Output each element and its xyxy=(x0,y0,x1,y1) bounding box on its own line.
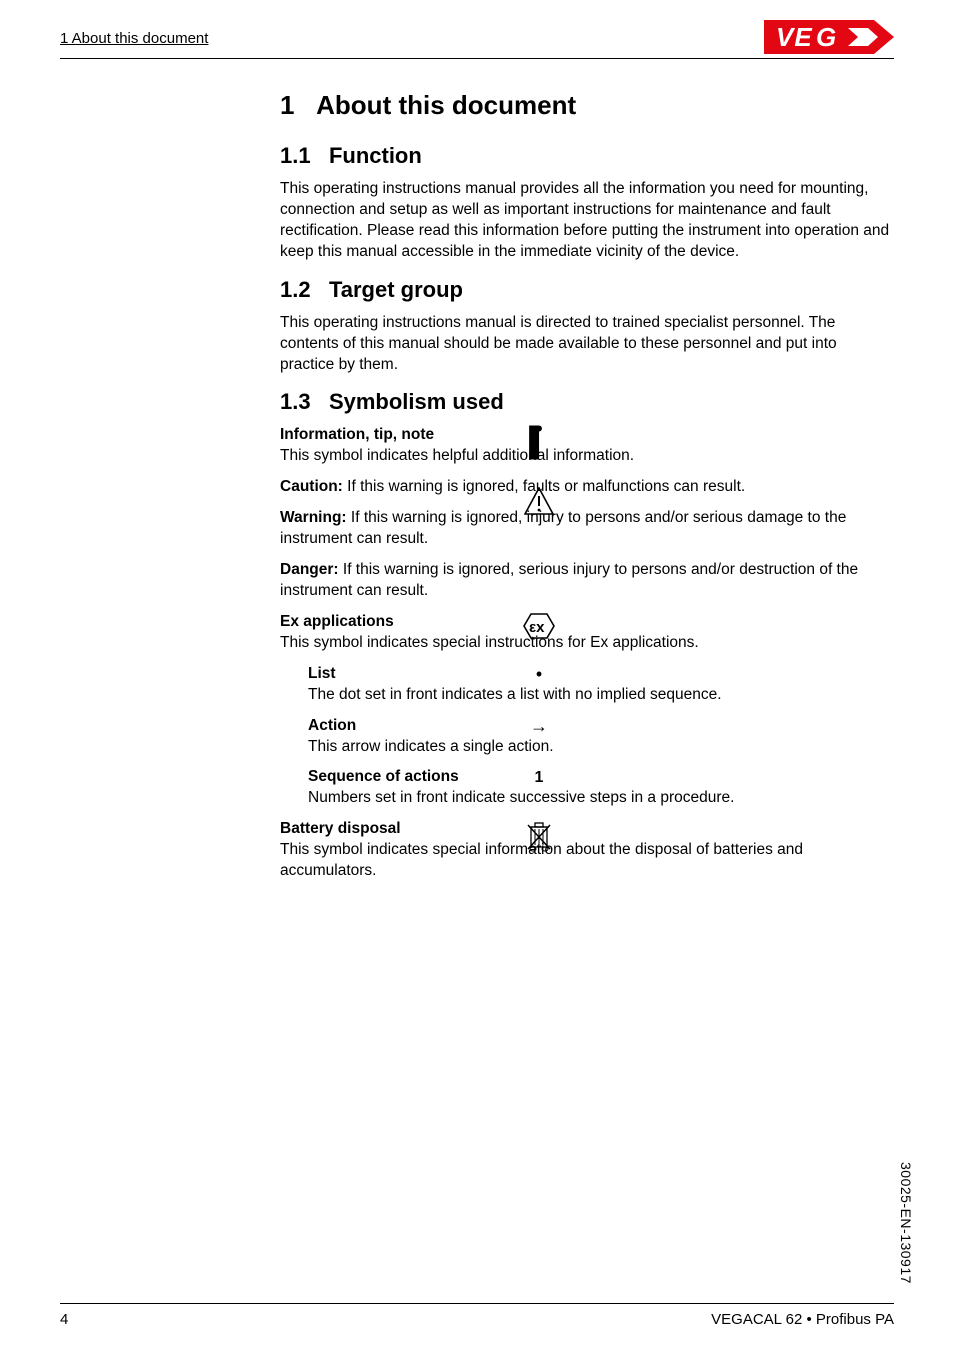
action-title: Action xyxy=(308,717,356,734)
sequence-text: Sequence of actions Numbers set in front… xyxy=(280,767,894,809)
header-breadcrumb: 1 About this document xyxy=(60,30,208,47)
list-body: The dot set in front indicates a list wi… xyxy=(308,686,722,703)
crossed-bin-icon xyxy=(522,819,556,858)
seq-body: Numbers set in front indicate successive… xyxy=(308,789,734,806)
vega-logo: VE G xyxy=(764,20,894,59)
action-body: This arrow indicates a single action. xyxy=(308,738,554,755)
danger-label: Danger: xyxy=(280,561,339,578)
arrow-icon: → xyxy=(522,716,556,737)
section-num: 1.3 xyxy=(280,389,311,414)
ex-block: εx Ex applications This symbol indicates… xyxy=(280,612,894,654)
chapter-title: 1 About this document xyxy=(280,90,894,121)
info-title: Information, tip, note xyxy=(280,426,434,443)
section-1-1-heading: 1.1 Function xyxy=(280,143,894,169)
sequence-block: 1 Sequence of actions Numbers set in fro… xyxy=(280,767,894,809)
action-block: → Action This arrow indicates a single a… xyxy=(280,716,894,758)
ex-title: Ex applications xyxy=(280,613,394,630)
footer-product: VEGACAL 62 • Profibus PA xyxy=(711,1311,894,1328)
warning-label: Warning: xyxy=(280,509,347,526)
section-title: Target group xyxy=(329,277,463,302)
list-title: List xyxy=(308,665,336,682)
ex-hexagon-icon: εx xyxy=(522,612,556,645)
info-block: • ▌ Information, tip, note This symbol i… xyxy=(280,425,894,467)
warning-triangle-icon xyxy=(522,487,556,520)
header-rule xyxy=(60,58,894,59)
warning-body: If this warning is ignored, injury to pe… xyxy=(280,509,846,547)
info-body: This symbol indicates helpful additional… xyxy=(280,447,634,464)
section-title: Symbolism used xyxy=(329,389,504,414)
page-container: 1 About this document VE G 1 About this … xyxy=(0,0,954,1354)
info-icon: • ▌ xyxy=(522,423,556,451)
action-text: Action This arrow indicates a single act… xyxy=(280,716,894,758)
page-number: 4 xyxy=(60,1311,68,1328)
caution-label: Caution: xyxy=(280,478,343,495)
section-1-2-heading: 1.2 Target group xyxy=(280,277,894,303)
bullet-icon: • xyxy=(522,664,556,685)
svg-text:G: G xyxy=(816,22,836,52)
section-1-2-body: This operating instructions manual is di… xyxy=(280,313,894,376)
chapter-number: 1 xyxy=(280,90,294,120)
footer-rule xyxy=(60,1303,894,1304)
main-content: 1 About this document 1.1 Function This … xyxy=(280,90,894,882)
number-one-icon: 1 xyxy=(522,769,556,787)
document-code: 30025-EN-130917 xyxy=(898,1162,914,1284)
list-text: List The dot set in front indicates a li… xyxy=(280,664,894,706)
section-num: 1.2 xyxy=(280,277,311,302)
svg-text:εx: εx xyxy=(529,619,545,636)
ex-text: Ex applications This symbol indicates sp… xyxy=(280,612,894,654)
chapter-text: About this document xyxy=(316,90,576,120)
warning-line: Warning: If this warning is ignored, inj… xyxy=(280,508,894,550)
page-footer: 4 VEGACAL 62 • Profibus PA xyxy=(60,1311,894,1328)
battery-text: Battery disposal This symbol indicates s… xyxy=(280,819,894,882)
svg-text:VE: VE xyxy=(776,22,813,52)
section-1-1-body: This operating instructions manual provi… xyxy=(280,179,894,263)
section-num: 1.1 xyxy=(280,143,311,168)
battery-block: Battery disposal This symbol indicates s… xyxy=(280,819,894,882)
caution-block: Caution: If this warning is ignored, fau… xyxy=(280,477,894,602)
danger-body: If this warning is ignored, serious inju… xyxy=(280,561,858,599)
danger-line: Danger: If this warning is ignored, seri… xyxy=(280,560,894,602)
list-block: • List The dot set in front indicates a … xyxy=(280,664,894,706)
ex-body: This symbol indicates special instructio… xyxy=(280,634,699,651)
section-title: Function xyxy=(329,143,422,168)
caution-line: Caution: If this warning is ignored, fau… xyxy=(280,477,894,498)
batt-title: Battery disposal xyxy=(280,820,401,837)
info-text: Information, tip, note This symbol indic… xyxy=(280,425,894,467)
section-1-3-heading: 1.3 Symbolism used xyxy=(280,389,894,415)
seq-title: Sequence of actions xyxy=(308,768,459,785)
